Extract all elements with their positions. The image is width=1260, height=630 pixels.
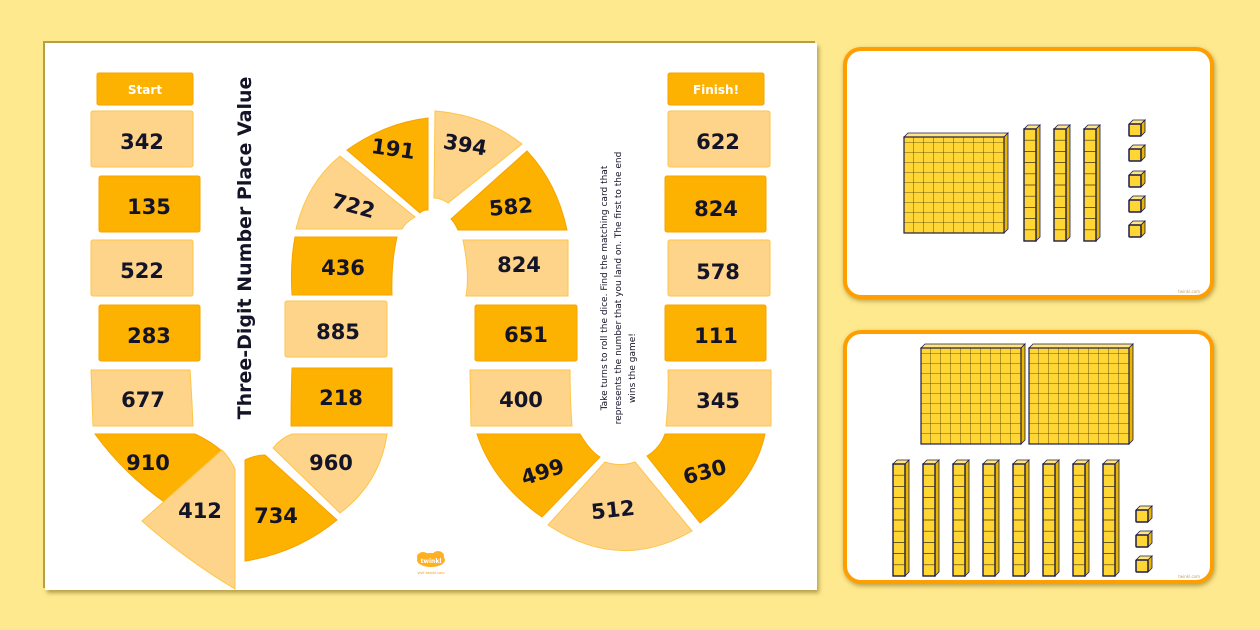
game-board: Start Finish! 342 135 522 283 677: [45, 43, 817, 590]
track-tile[interactable]: 824: [462, 239, 569, 297]
track-tile[interactable]: 345: [665, 369, 772, 427]
track-tile[interactable]: 135: [98, 175, 201, 233]
tens-rod: [952, 459, 970, 577]
card-footer: twinkl.com: [1178, 574, 1200, 579]
svg-text:582: 582: [488, 193, 534, 221]
base-ten-blocks: [903, 119, 1146, 242]
svg-text:910: 910: [126, 451, 170, 475]
track-tile[interactable]: 218: [290, 367, 393, 427]
svg-text:677: 677: [121, 388, 165, 412]
track-tile[interactable]: 622: [667, 110, 771, 168]
place-value-card-1[interactable]: twinkl.com: [843, 47, 1214, 299]
track-tile[interactable]: 960: [272, 433, 388, 514]
instructions: Take turns to roll the dice. Find the ma…: [600, 152, 638, 425]
track-tile[interactable]: 191: [346, 117, 429, 214]
svg-text:218: 218: [319, 386, 363, 410]
ones-cube: [1128, 119, 1146, 137]
start-label: Start: [128, 83, 162, 97]
instructions-line-2: represents the number that you land on. …: [614, 152, 624, 425]
tens-rod: [1053, 124, 1071, 242]
track-tile[interactable]: 394: [433, 110, 523, 204]
hundreds-flat: [1028, 343, 1134, 445]
track-tile[interactable]: 578: [667, 239, 771, 297]
svg-text:960: 960: [309, 451, 353, 475]
track-tile[interactable]: 582: [450, 150, 568, 231]
twinkl-logo: twinkl visit twinkl.com: [417, 551, 445, 575]
base-ten-blocks: [892, 343, 1153, 577]
svg-text:135: 135: [127, 195, 171, 219]
finish-label: Finish!: [693, 83, 739, 97]
svg-text:651: 651: [504, 323, 548, 347]
board-title: Three-Digit Number Place Value: [234, 77, 256, 420]
track-tile[interactable]: 283: [98, 304, 201, 362]
svg-text:824: 824: [497, 253, 541, 277]
track-tile[interactable]: 111: [664, 304, 767, 362]
track-tile[interactable]: 734: [244, 454, 338, 562]
svg-text:412: 412: [178, 499, 222, 523]
svg-text:345: 345: [696, 389, 740, 413]
track-tile[interactable]: 885: [284, 300, 388, 358]
place-value-card-2[interactable]: twinkl.com: [843, 330, 1214, 584]
svg-text:522: 522: [120, 259, 164, 283]
ones-cube: [1128, 170, 1146, 188]
finish-tile[interactable]: Finish!: [667, 72, 765, 106]
track-tile[interactable]: 824: [664, 175, 767, 233]
ones-cube: [1135, 505, 1153, 523]
ones-cube: [1135, 555, 1153, 573]
track-tile[interactable]: 436: [290, 236, 398, 296]
tens-rod: [1102, 459, 1120, 577]
tens-rod: [1072, 459, 1090, 577]
track-tile[interactable]: 400: [469, 369, 573, 427]
ones-cube: [1135, 530, 1153, 548]
ones-cube: [1128, 195, 1146, 213]
track-tile[interactable]: 677: [90, 369, 194, 427]
track-tile[interactable]: 499: [476, 433, 601, 518]
tens-rod: [922, 459, 940, 577]
track-tile[interactable]: 910: [94, 433, 223, 505]
track-tile[interactable]: 512: [547, 461, 693, 552]
track-tile[interactable]: 651: [474, 304, 578, 362]
svg-text:283: 283: [127, 324, 171, 348]
instructions-line-1: Take turns to roll the dice. Find the ma…: [600, 165, 610, 411]
svg-text:436: 436: [321, 256, 365, 280]
track-tile[interactable]: 522: [90, 239, 194, 297]
tens-rod: [1042, 459, 1060, 577]
board-track: Start Finish! 342 135 522 283 677: [90, 72, 772, 590]
svg-text:400: 400: [499, 388, 543, 412]
tens-rod: [1023, 124, 1041, 242]
svg-text:342: 342: [120, 130, 164, 154]
logo-name: twinkl: [421, 558, 442, 565]
ones-cube: [1128, 220, 1146, 238]
instructions-line-3: wins the game!: [628, 333, 638, 403]
hundreds-flat: [903, 132, 1009, 234]
track-tile[interactable]: 630: [646, 433, 766, 524]
svg-text:622: 622: [696, 130, 740, 154]
track-tile[interactable]: 722: [295, 155, 416, 230]
tens-rod: [892, 459, 910, 577]
logo-url: visit twinkl.com: [417, 571, 445, 575]
tens-rod: [1012, 459, 1030, 577]
track-tile[interactable]: 342: [90, 110, 194, 168]
svg-text:578: 578: [696, 260, 740, 284]
svg-text:734: 734: [254, 504, 298, 528]
tens-rod: [982, 459, 1000, 577]
svg-text:512: 512: [590, 496, 636, 524]
ones-cube: [1128, 144, 1146, 162]
card-footer: twinkl.com: [1178, 289, 1200, 294]
track-tile[interactable]: 412: [141, 449, 236, 590]
tens-rod: [1083, 124, 1101, 242]
svg-text:824: 824: [694, 197, 738, 221]
start-tile[interactable]: Start: [96, 72, 194, 106]
hundreds-flat: [920, 343, 1026, 445]
svg-text:111: 111: [694, 324, 738, 348]
svg-text:885: 885: [316, 320, 360, 344]
